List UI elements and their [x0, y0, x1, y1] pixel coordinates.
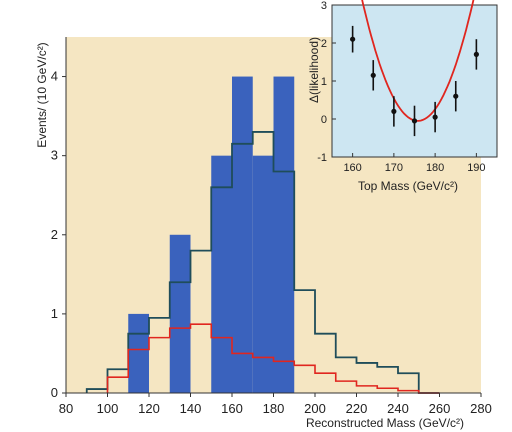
y-tick-label: 1 — [51, 306, 58, 321]
data-bar — [128, 313, 149, 393]
x-tick-label: 220 — [346, 401, 368, 416]
x-tick-label: 280 — [470, 401, 492, 416]
x-tick-label: 240 — [387, 401, 409, 416]
y-tick-labels: 0 1 2 3 4 — [51, 69, 66, 400]
inset-point — [473, 51, 479, 58]
x-tick-label: 100 — [97, 401, 119, 416]
x-tick-label: 120 — [138, 401, 160, 416]
data-bar — [252, 155, 274, 393]
inset-point — [350, 36, 356, 42]
data-bars — [128, 76, 295, 394]
inset-points — [350, 25, 479, 137]
inset-chart: 160 170 180 190 -1 0 1 2 3 Top Mass (GeV/c²) Δ(… — [307, 0, 498, 193]
inset-point — [391, 108, 397, 114]
x-tick-label: 200 — [304, 401, 326, 416]
inset-y-tick-label: -1 — [317, 152, 327, 164]
inset-x-axis-label: Top Mass (GeV/c²) — [358, 179, 458, 193]
data-bar — [211, 155, 232, 393]
inset-point — [432, 114, 438, 120]
inset-y-tick-labels: -1 0 1 2 3 — [317, 0, 336, 164]
inset-point — [411, 118, 418, 124]
x-tick-label: 180 — [263, 401, 285, 416]
inset-y-axis-label: Δ(likelihood) — [307, 37, 321, 103]
x-tick-labels: 80 100 120 140 160 180 200 220 240 260 280 — [59, 393, 492, 416]
inset-point — [453, 93, 459, 99]
y-tick-label: 3 — [51, 148, 58, 163]
inset-y-tick-label: 2 — [321, 38, 327, 50]
total-expectation-line — [85, 131, 440, 394]
x-axis-label: Reconstructed Mass (GeV/c²) — [306, 416, 464, 430]
inset-x-tick-label: 170 — [385, 162, 403, 174]
x-tick-label: 80 — [59, 401, 73, 416]
inset-y-tick-label: 0 — [321, 114, 327, 126]
inset-x-tick-label: 190 — [467, 162, 485, 174]
data-bar — [169, 234, 191, 393]
x-tick-label: 160 — [221, 401, 243, 416]
y-axis-label: Events/ (10 GeV/c²) — [35, 42, 49, 147]
inset-x-tick-label: 180 — [426, 162, 444, 174]
inset-y-tick-label: 3 — [321, 0, 327, 12]
y-tick-label: 2 — [51, 227, 58, 242]
inset-point — [370, 72, 376, 78]
background-expectation-line — [106, 323, 440, 394]
y-tick-label: 0 — [51, 385, 58, 400]
data-bar — [232, 76, 253, 394]
inset-x-tick-label: 160 — [343, 162, 361, 174]
x-tick-label: 260 — [429, 401, 451, 416]
inset-x-tick-labels: 160 170 180 190 — [343, 153, 486, 174]
inset-y-tick-label: 1 — [321, 76, 327, 88]
x-tick-label: 140 — [180, 401, 202, 416]
y-tick-label: 4 — [51, 69, 58, 84]
data-bar — [273, 76, 295, 394]
